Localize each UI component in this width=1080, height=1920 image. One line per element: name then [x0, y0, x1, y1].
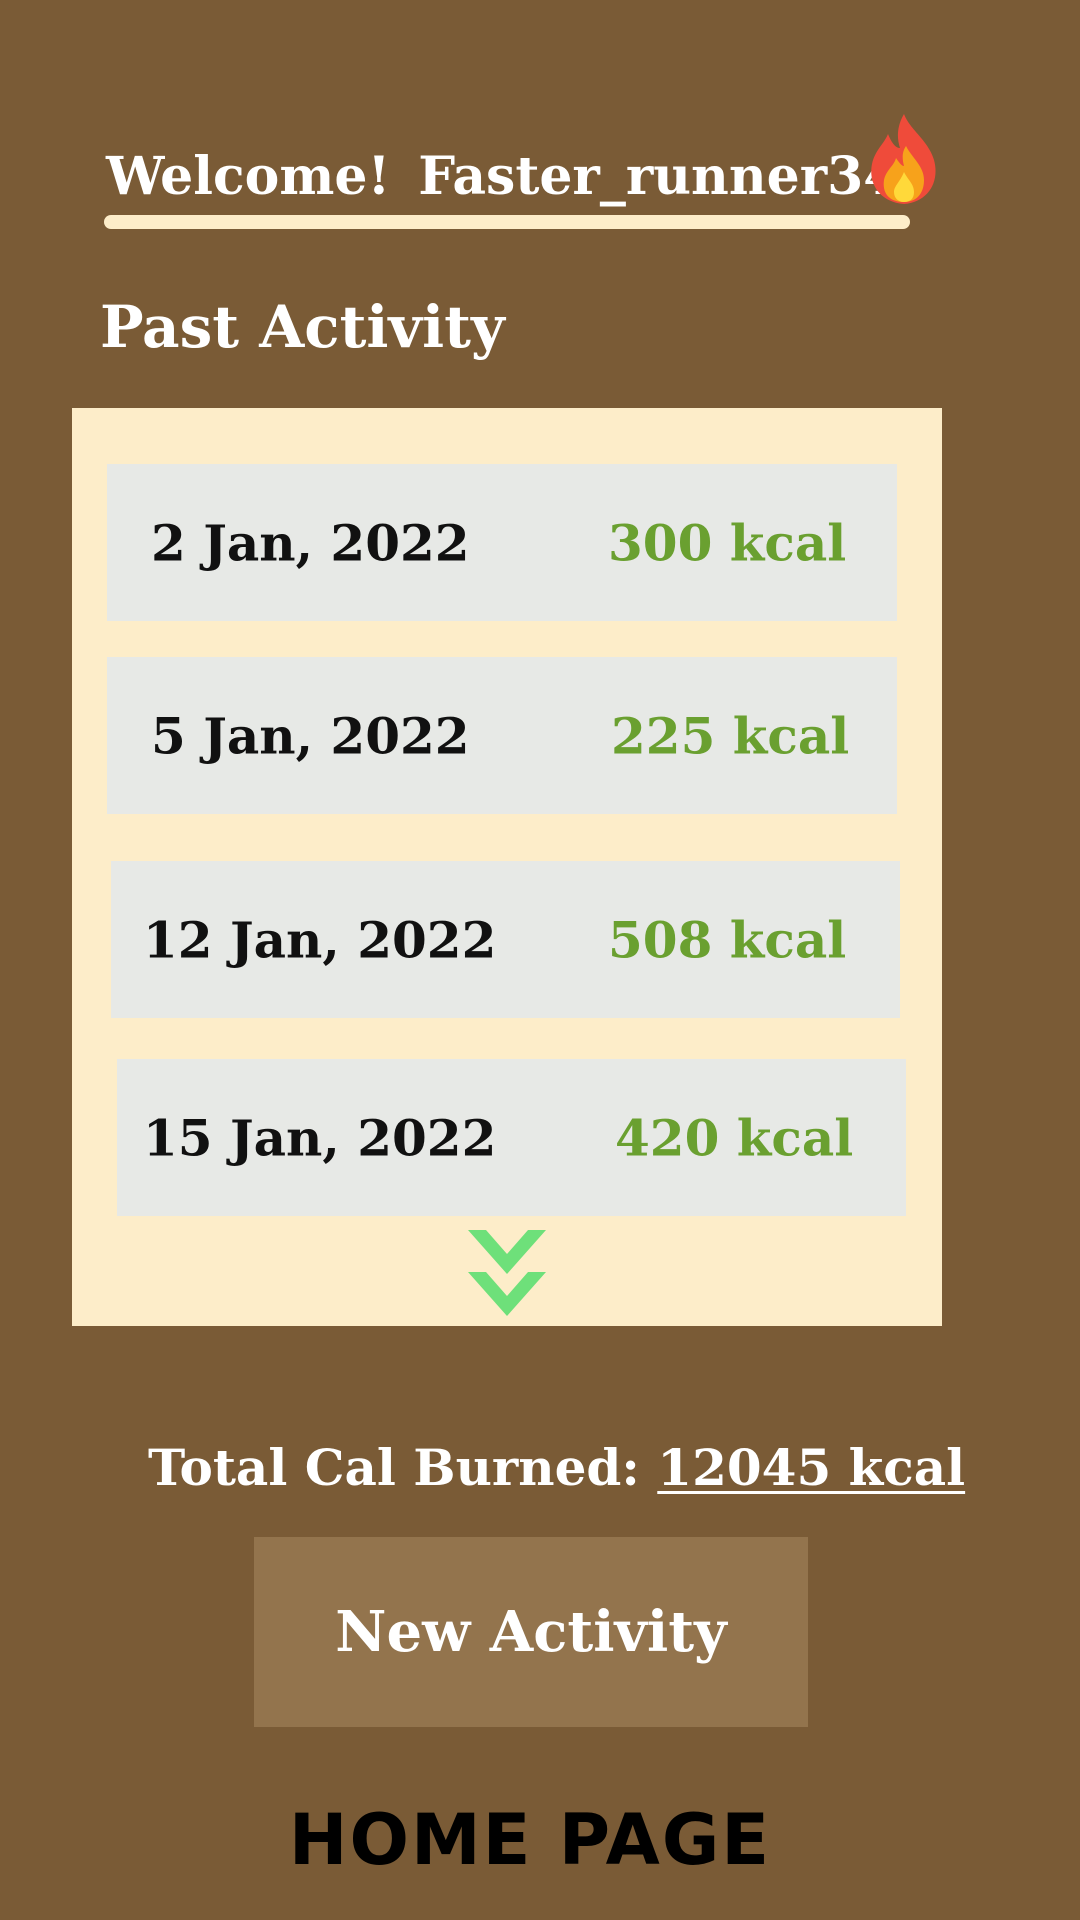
activity-date: 5 Jan, 2022	[151, 706, 470, 765]
fire-icon	[871, 114, 936, 204]
activity-calories: 225 kcal	[611, 706, 850, 765]
total-calories-value: 12045 kcal	[657, 1438, 966, 1497]
activity-row[interactable]: 5 Jan, 2022 225 kcal	[107, 657, 897, 814]
past-activity-title: Past Activity	[100, 293, 505, 361]
activity-row[interactable]: 2 Jan, 2022 300 kcal	[107, 464, 897, 621]
activity-date: 2 Jan, 2022	[151, 513, 470, 572]
new-activity-button[interactable]: New Activity	[254, 1537, 808, 1727]
total-calories: Total Cal Burned: 12045 kcal	[148, 1436, 965, 1500]
activity-calories: 420 kcal	[615, 1108, 854, 1167]
welcome-label: Welcome!	[106, 146, 391, 207]
username: Faster_runner345	[418, 146, 936, 207]
activity-date: 15 Jan, 2022	[143, 1108, 497, 1167]
activity-row[interactable]: 15 Jan, 2022 420 kcal	[117, 1059, 906, 1216]
header-underline	[104, 215, 910, 229]
activity-row[interactable]: 12 Jan, 2022 508 kcal	[111, 861, 900, 1018]
double-chevron-down-icon[interactable]	[468, 1228, 546, 1316]
page-label: HOME PAGE	[288, 1799, 772, 1881]
activity-calories: 300 kcal	[608, 513, 847, 572]
activity-calories: 508 kcal	[608, 910, 847, 969]
welcome-text: Welcome! Faster_runner345	[106, 145, 936, 209]
activity-date: 12 Jan, 2022	[143, 910, 497, 969]
total-calories-label: Total Cal Burned:	[148, 1438, 640, 1497]
